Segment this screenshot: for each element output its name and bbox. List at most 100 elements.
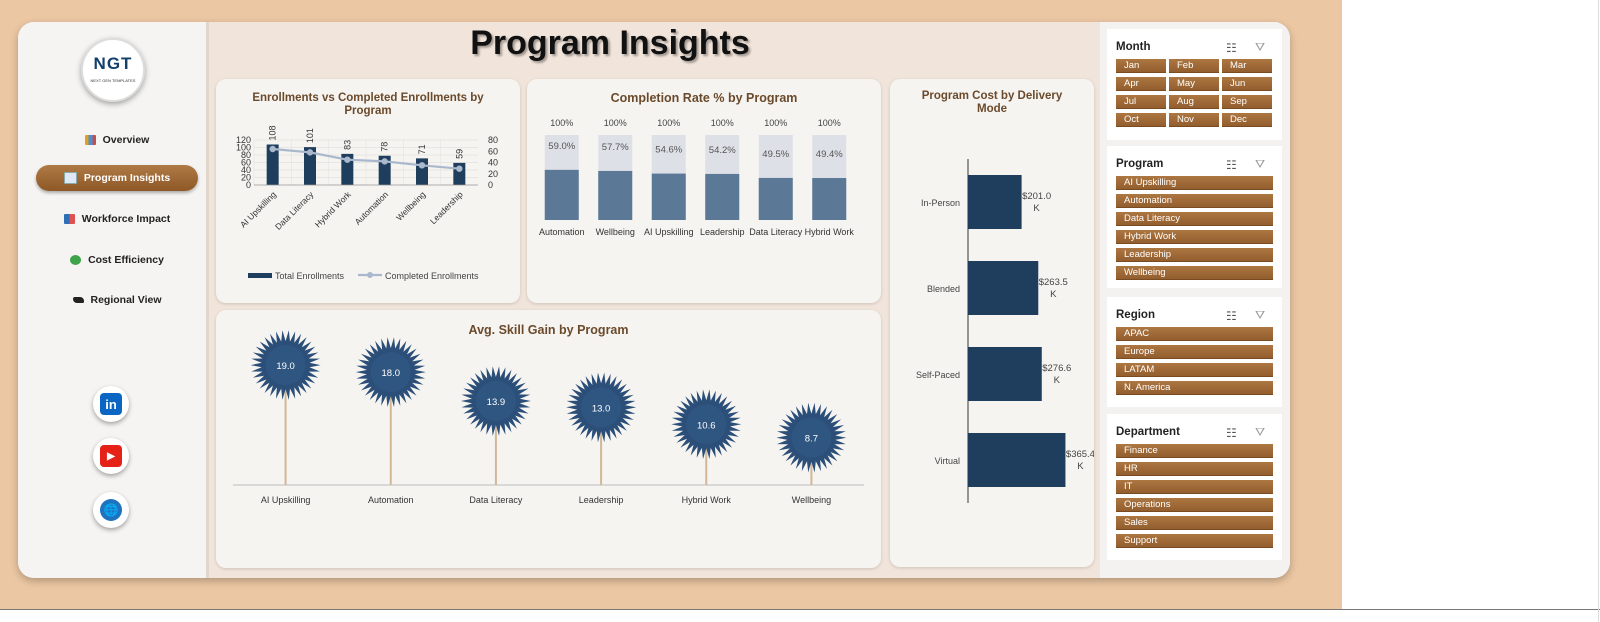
slicer-item[interactable]: Europe: [1116, 345, 1273, 358]
slicer-item[interactable]: Mar: [1222, 59, 1272, 72]
icon-glyph: ▶: [107, 450, 115, 462]
slicer-item[interactable]: Sep: [1222, 95, 1272, 108]
slicer-item[interactable]: APAC: [1116, 327, 1273, 340]
nav-item-overview[interactable]: Overview: [36, 128, 198, 152]
slicer-item[interactable]: Feb: [1169, 59, 1219, 72]
data-label: 19.0: [276, 361, 295, 372]
chart-title: Program Cost by Delivery Mode: [921, 90, 1063, 115]
skill-gain-chart-card: Avg. Skill Gain by Program 19.0 AI Upskil…: [216, 310, 881, 568]
nav-item-regional-view[interactable]: Regional View: [36, 288, 198, 312]
slicer-item[interactable]: Aug: [1169, 95, 1219, 108]
data-label: 83: [342, 140, 352, 150]
company-logo: NGT NEXT GEN TEMPLATES: [81, 38, 145, 102]
youtube-icon: ▶: [100, 445, 122, 467]
slicer-month: Month ☷ ⛛ Jan Feb Mar Apr May Jun Jul Aug Sep Oct…: [1107, 29, 1282, 140]
slicer-item[interactable]: Data Literacy: [1116, 212, 1273, 225]
x-tick-label: Wellbeing: [596, 227, 635, 237]
slicer-item[interactable]: IT: [1116, 480, 1273, 493]
data-label: 49.4%: [816, 149, 843, 160]
money-icon: [70, 255, 82, 265]
x-tick-label: Wellbeing: [394, 189, 428, 223]
bar-icon: [63, 214, 75, 224]
slicer-item[interactable]: N. America: [1116, 381, 1273, 394]
slicer-department: Department ☷ ⛛ Finance HR IT Operations Sale…: [1107, 414, 1282, 560]
clear-filter-icon[interactable]: ⛛: [1255, 157, 1266, 171]
x-tick-label: Data Literacy: [469, 495, 523, 505]
bar: [544, 169, 579, 220]
y2-tick-label: 60: [488, 146, 498, 156]
slicer-item[interactable]: Automation: [1116, 194, 1273, 207]
slicer-item[interactable]: Support: [1116, 534, 1273, 547]
multi-select-icon[interactable]: ☷: [1226, 158, 1237, 172]
slicer-item[interactable]: Oct: [1116, 113, 1166, 126]
legend-swatch: [367, 272, 373, 278]
bar: [341, 153, 354, 185]
multi-select-icon[interactable]: ☷: [1226, 309, 1237, 323]
cost-chart: In-Person$201.0KBlended$263.5KSelf-Paced…: [916, 159, 1094, 503]
bar: [968, 347, 1042, 401]
nav-item-workforce-impact[interactable]: Workforce Impact: [36, 207, 198, 231]
page-title: Program Insights: [470, 24, 750, 62]
y-tick-label: 100: [236, 143, 251, 153]
marker-core: [791, 417, 832, 458]
multi-select-icon[interactable]: ☷: [1226, 426, 1237, 440]
slicer-item[interactable]: May: [1169, 77, 1219, 90]
y-tick-label: In-Person: [921, 198, 960, 208]
chart-icon: [84, 135, 96, 145]
slicer-item[interactable]: Jul: [1116, 95, 1166, 108]
data-label: $263.5: [1039, 277, 1068, 288]
bar: [968, 261, 1039, 315]
slicer-item[interactable]: Sales: [1116, 516, 1273, 529]
y-tick-label: Self-Paced: [916, 370, 960, 380]
series-line: [272, 147, 460, 170]
website-button[interactable]: 🌐: [93, 492, 129, 528]
data-label: 71: [417, 144, 427, 154]
total-label: 100%: [657, 118, 680, 128]
enrollments-chart-card: Enrollments vs Completed Enrollments by …: [216, 79, 520, 303]
slicer-item[interactable]: Apr: [1116, 77, 1166, 90]
slicer-item[interactable]: Nov: [1169, 113, 1219, 126]
data-label: $276.6: [1042, 363, 1071, 374]
linkedin-button[interactable]: in: [93, 386, 129, 422]
x-tick-label: Leadership: [428, 189, 465, 226]
data-label: 108: [268, 125, 278, 140]
slicer-item[interactable]: Leadership: [1116, 248, 1273, 261]
line-point: [381, 158, 388, 165]
total-label: 100%: [550, 118, 573, 128]
nav-item-cost-efficiency[interactable]: Cost Efficiency: [36, 248, 198, 272]
line-point: [344, 156, 351, 163]
slicer-item[interactable]: Jan: [1116, 59, 1166, 72]
marker-core: [475, 381, 516, 422]
clear-filter-icon[interactable]: ⛛: [1255, 40, 1266, 54]
clear-filter-icon[interactable]: ⛛: [1255, 308, 1266, 322]
y-tick-label: 60: [241, 158, 251, 168]
youtube-button[interactable]: ▶: [93, 438, 129, 474]
legend-label: Total Enrollments: [275, 271, 345, 281]
slicer-item[interactable]: Finance: [1116, 444, 1273, 457]
multi-select-icon[interactable]: ☷: [1226, 41, 1237, 55]
bar: [968, 175, 1022, 229]
chart-title: Avg. Skill Gain by Program: [468, 323, 629, 337]
slicer-item[interactable]: Operations: [1116, 498, 1273, 511]
bar: [378, 155, 391, 185]
slicer-region: Region ☷ ⛛ APAC Europe LATAM N. America: [1107, 297, 1282, 407]
slicer-item[interactable]: Hybrid Work: [1116, 230, 1273, 243]
slicer-item[interactable]: Wellbeing: [1116, 266, 1273, 279]
slicer-item[interactable]: HR: [1116, 462, 1273, 475]
y2-tick-label: 0: [488, 180, 493, 190]
slicer-item[interactable]: Jun: [1222, 77, 1272, 90]
data-label: $201.0: [1022, 191, 1051, 202]
skill-gain-chart: 19.0 AI Upskilling 18.0 Automation 13.9 Data …: [233, 330, 864, 505]
slicer-item[interactable]: Dec: [1222, 113, 1272, 126]
slicer-title: Region: [1116, 309, 1155, 321]
x-tick-label: Automation: [368, 495, 414, 505]
slicer-item[interactable]: AI Upskilling: [1116, 176, 1273, 189]
x-tick-label: Hybrid Work: [805, 227, 855, 237]
slicer-item[interactable]: LATAM: [1116, 363, 1273, 376]
nav-item-program-insights[interactable]: Program Insights: [36, 165, 198, 191]
clear-filter-icon[interactable]: ⛛: [1255, 425, 1266, 439]
logo-text: NGT: [93, 54, 133, 73]
icon-glyph: in: [105, 396, 117, 412]
bar: [651, 173, 686, 220]
data-label: 101: [305, 128, 315, 143]
